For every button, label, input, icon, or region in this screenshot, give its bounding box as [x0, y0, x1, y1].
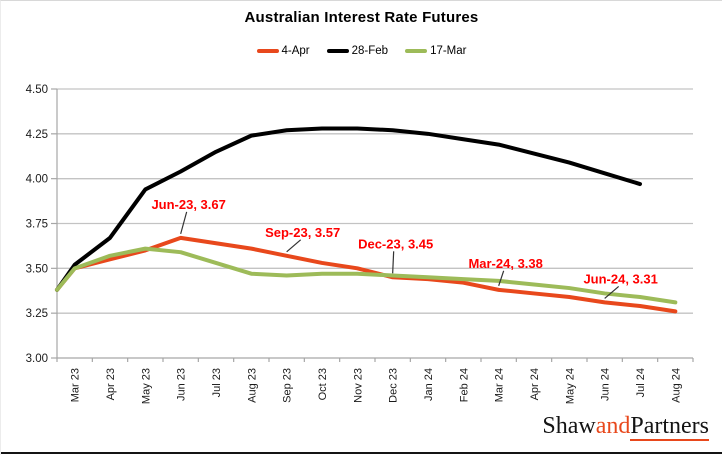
- annotation-label: Jun-24, 3.31: [583, 271, 657, 286]
- x-tick-label: Jul 23: [211, 368, 223, 397]
- x-tick-label: Mar 23: [70, 368, 82, 402]
- annotation-label: Dec-23, 3.45: [358, 236, 433, 251]
- brand-logo: ShawandPartners: [542, 413, 709, 441]
- y-tick-label: 4.50: [26, 84, 48, 96]
- y-tick-label: 3.00: [26, 353, 48, 365]
- x-tick-label: Jun 24: [600, 368, 612, 401]
- chart-legend: 4-Apr 28-Feb 17-Mar: [1, 45, 722, 57]
- x-tick-label: Sep 23: [282, 368, 294, 403]
- legend-item-4-Apr: 4-Apr: [256, 45, 310, 57]
- logo-shaw-text: Shaw: [542, 413, 596, 439]
- x-tick-label: Mar 24: [494, 368, 506, 402]
- x-tick-label: Dec 23: [388, 368, 400, 403]
- legend-line-swatch: [326, 49, 349, 53]
- annotation-leader: [498, 270, 505, 287]
- x-tick-label: Nov 23: [352, 368, 364, 403]
- x-tick-label: Apr 23: [105, 368, 117, 400]
- x-tick-label: Jun 23: [176, 368, 188, 401]
- series-line-28-Feb: [55, 126, 642, 292]
- annotation-leader: [286, 239, 302, 253]
- annotation-label: Jun-23, 3.67: [151, 197, 225, 212]
- x-tick-label: Apr 24: [529, 368, 541, 400]
- annotation-leader: [604, 285, 620, 299]
- annotation-leader: [392, 251, 395, 274]
- annotation-label: Sep-23, 3.57: [265, 225, 340, 240]
- series-line-17-Mar: [55, 246, 678, 305]
- bottom-divider: [1, 452, 722, 454]
- x-tick-label: Feb 24: [458, 368, 470, 402]
- legend-item-17-Mar: 17-Mar: [405, 45, 467, 57]
- y-tick-label: 3.50: [26, 263, 48, 275]
- legend-line-swatch: [405, 49, 428, 53]
- logo-and-text: and: [595, 413, 631, 439]
- annotation-leader: [180, 211, 188, 235]
- annotation-label: Mar-24, 3.38: [468, 256, 542, 271]
- legend-label: 28-Feb: [351, 45, 389, 57]
- y-tick-label: 4.25: [26, 129, 48, 141]
- legend-item-28-Feb: 28-Feb: [326, 45, 389, 57]
- x-tick-label: Oct 23: [317, 368, 329, 400]
- chart-title: Australian Interest Rate Futures: [244, 9, 479, 26]
- y-tick-label: 3.75: [26, 219, 48, 231]
- legend-line-swatch: [256, 49, 279, 53]
- legend-label: 4-Apr: [281, 45, 310, 57]
- legend-label: 17-Mar: [430, 45, 467, 57]
- x-tick-label: Jul 24: [635, 368, 647, 397]
- logo-partners-text: Partners: [630, 413, 709, 441]
- x-tick-label: Aug 23: [246, 368, 258, 403]
- x-tick-label: Aug 24: [670, 368, 682, 403]
- y-tick-label: 4.00: [26, 174, 48, 186]
- x-tick-label: Jan 24: [423, 368, 435, 401]
- x-tick-label: May 23: [140, 368, 152, 404]
- y-tick-label: 3.25: [26, 308, 48, 320]
- x-tick-label: May 24: [564, 368, 576, 404]
